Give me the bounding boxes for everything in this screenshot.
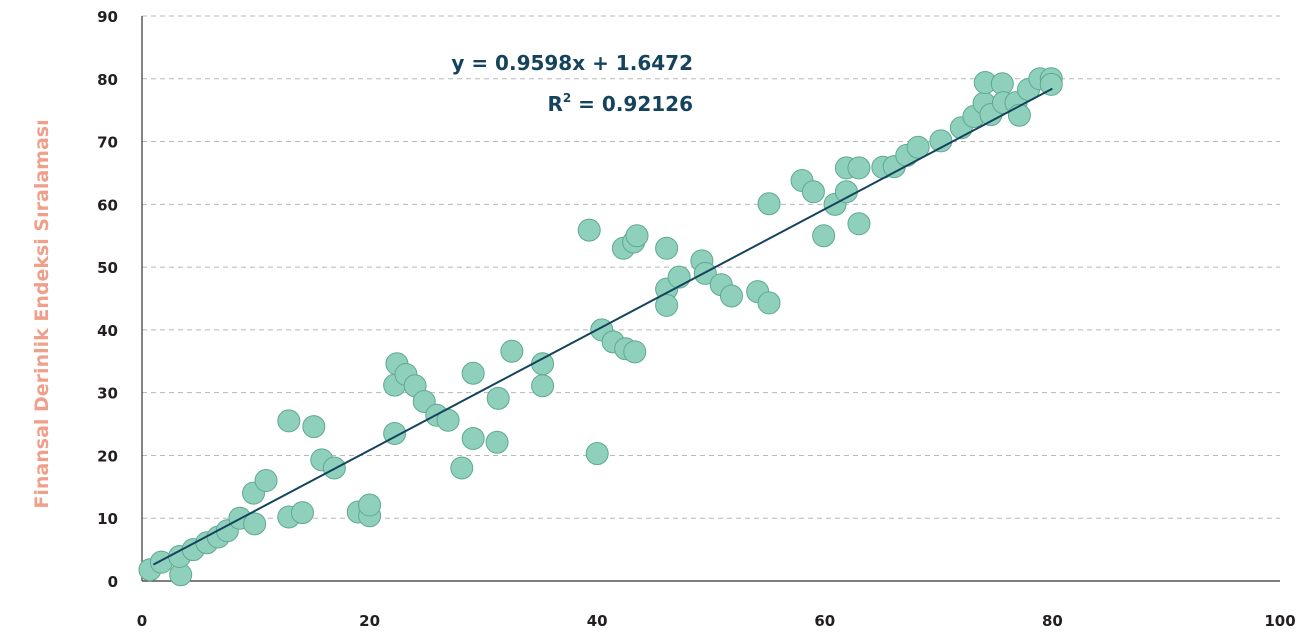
- data-points: [138, 67, 1063, 587]
- r-squared-superscript: 2: [563, 91, 571, 105]
- tick-labels: 0 10 20 30 40 50 60 70 80 90 0 20 40 60 80 100: [97, 8, 1296, 630]
- data-point: [254, 469, 278, 493]
- data-point: [531, 374, 555, 398]
- y-tick-label: 50: [97, 259, 118, 277]
- trendline: [152, 87, 1053, 566]
- data-point: [585, 442, 609, 466]
- data-point: [531, 352, 555, 376]
- data-point: [358, 493, 382, 517]
- data-point: [461, 426, 485, 450]
- data-point: [577, 218, 601, 242]
- data-point: [757, 291, 781, 315]
- x-tick-label: 80: [1042, 612, 1063, 630]
- x-tick-label: 20: [359, 612, 380, 630]
- data-point: [1039, 72, 1063, 96]
- y-tick-label: 40: [97, 322, 118, 340]
- r-squared-label: R2 = 0.92126: [547, 91, 693, 116]
- r-squared-value: = 0.92126: [571, 92, 693, 116]
- y-tick-label: 10: [97, 510, 118, 528]
- data-point: [461, 361, 485, 385]
- data-point: [450, 456, 474, 480]
- trendline-equation: y = 0.9598x + 1.6472: [451, 51, 693, 75]
- y-tick-label: 90: [97, 8, 118, 26]
- x-tick-label: 100: [1264, 612, 1295, 630]
- data-point: [655, 236, 679, 260]
- data-point: [757, 192, 781, 216]
- y-axis-title: Finansal Derinlik Endeksi Sıralaması: [31, 119, 53, 508]
- r-squared-letter: R: [547, 92, 562, 116]
- data-point: [655, 293, 679, 317]
- data-point: [812, 224, 836, 248]
- y-tick-label: 0: [108, 573, 118, 591]
- data-point: [486, 386, 510, 410]
- data-point: [485, 430, 509, 454]
- data-point: [1007, 103, 1031, 127]
- data-point: [277, 409, 301, 433]
- x-tick-label: 60: [814, 612, 835, 630]
- data-point: [834, 180, 858, 204]
- data-point: [625, 224, 649, 248]
- data-point: [801, 180, 825, 204]
- axes: [141, 16, 1280, 582]
- x-tick-label: 40: [587, 612, 608, 630]
- data-point: [623, 340, 647, 364]
- data-point: [667, 265, 691, 289]
- data-point: [500, 339, 524, 363]
- x-tick-label: 0: [137, 612, 147, 630]
- y-tick-label: 20: [97, 447, 118, 465]
- y-tick-label: 30: [97, 385, 118, 403]
- y-tick-label: 80: [97, 71, 118, 89]
- data-point: [290, 501, 314, 525]
- data-point: [906, 135, 930, 159]
- data-point: [243, 512, 267, 536]
- y-tick-label: 60: [97, 196, 118, 214]
- y-tick-label: 70: [97, 134, 118, 152]
- data-point: [847, 212, 871, 236]
- data-point: [719, 284, 743, 308]
- data-point: [847, 156, 871, 180]
- data-point: [302, 415, 326, 439]
